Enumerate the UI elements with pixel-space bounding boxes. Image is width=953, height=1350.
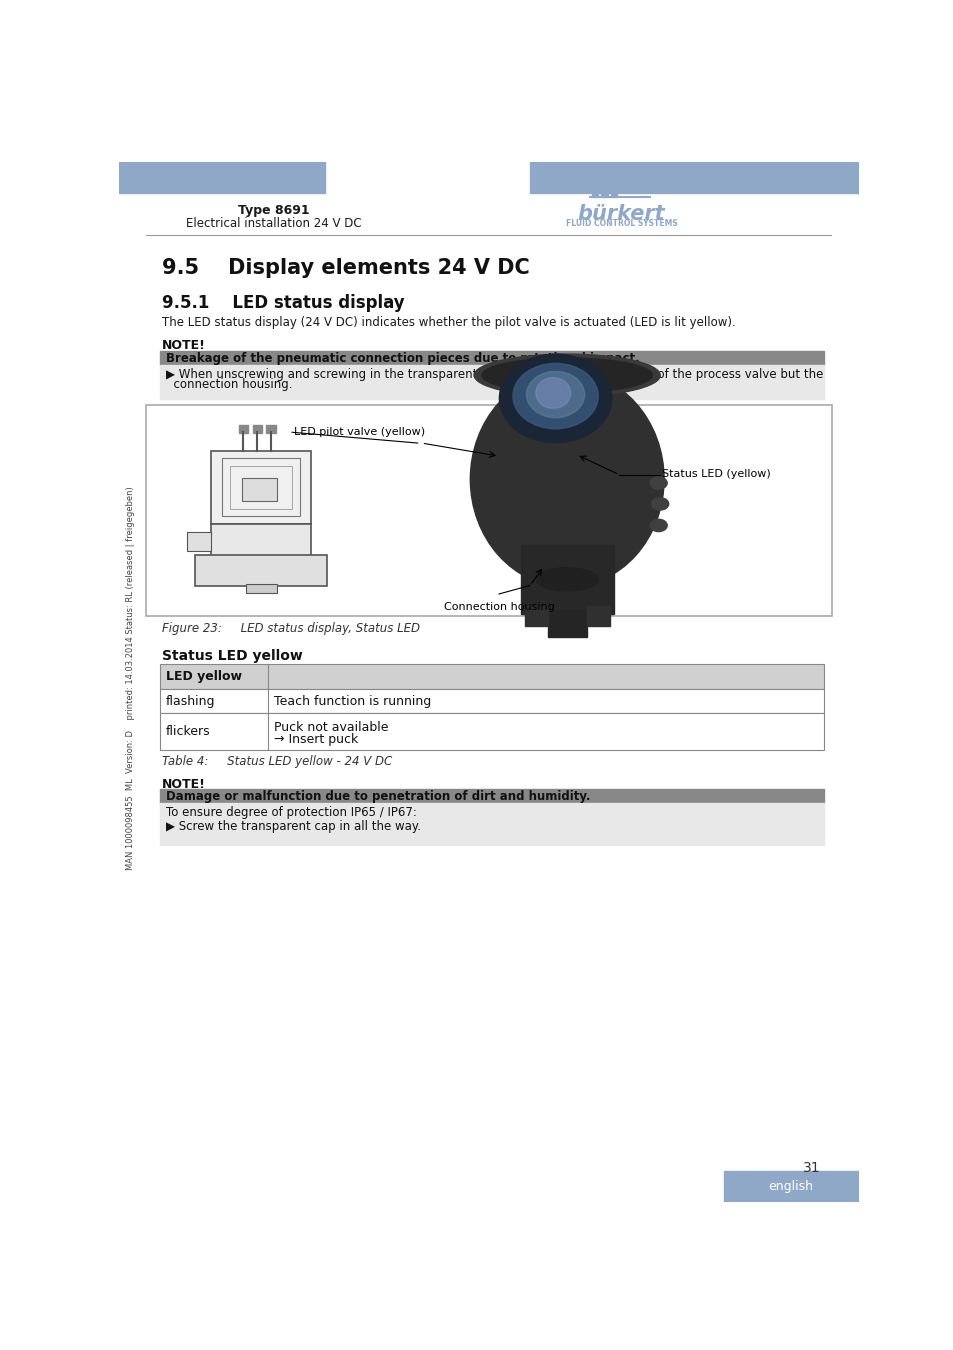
Bar	[119, 162, 324, 193]
Bar	[159, 351, 823, 364]
Text: ▶ When unscrewing and screwing in the transparent cap, do not hold the actuator : ▶ When unscrewing and screwing in the tr…	[166, 367, 822, 381]
Text: NOTE!: NOTE!	[162, 339, 206, 352]
Bar	[146, 405, 831, 617]
Text: Damage or malfunction due to penetration of dirt and humidity.: Damage or malfunction due to penetration…	[166, 790, 590, 803]
Ellipse shape	[470, 371, 663, 587]
Bar	[211, 524, 311, 559]
Ellipse shape	[536, 378, 570, 409]
Bar	[520, 544, 613, 614]
Ellipse shape	[513, 363, 598, 429]
Text: Table 4:     Status LED yellow - 24 V DC: Table 4: Status LED yellow - 24 V DC	[162, 755, 392, 768]
Bar	[159, 803, 823, 845]
Text: Figure 23:     LED status display, Status LED: Figure 23: LED status display, Status LE…	[162, 622, 419, 636]
Text: 9.5.1    LED status display: 9.5.1 LED status display	[162, 294, 404, 312]
Text: LED pilot valve (yellow): LED pilot valve (yellow)	[294, 427, 424, 436]
Text: bürkert: bürkert	[577, 204, 664, 224]
Text: Status LED yellow: Status LED yellow	[162, 648, 302, 663]
Bar	[159, 364, 823, 400]
Text: english: english	[768, 1180, 813, 1192]
Bar	[600, 193, 607, 197]
Bar	[195, 555, 327, 586]
Ellipse shape	[474, 354, 659, 397]
Text: → Insert puck: → Insert puck	[274, 733, 358, 747]
Bar	[211, 451, 311, 524]
Bar	[723, 1170, 858, 1202]
Text: MAN 1000098455  ML  Version: D    printed: 14.03.2014 Status: RL (released | fre: MAN 1000098455 ML Version: D printed: 14…	[126, 486, 134, 869]
Bar	[245, 585, 276, 593]
Bar	[547, 610, 586, 637]
Bar	[159, 688, 823, 713]
Bar	[159, 664, 823, 689]
Bar	[610, 193, 617, 197]
Bar	[159, 788, 823, 803]
Text: FLUID CONTROL SYSTEMS: FLUID CONTROL SYSTEMS	[565, 219, 677, 228]
Text: To ensure degree of protection IP65 / IP67:: To ensure degree of protection IP65 / IP…	[166, 806, 416, 819]
Bar	[530, 162, 858, 193]
Bar	[524, 606, 547, 625]
Bar	[222, 459, 299, 516]
Text: 9.5    Display elements 24 V DC: 9.5 Display elements 24 V DC	[162, 258, 529, 278]
Text: ▶ Screw the transparent cap in all the way.: ▶ Screw the transparent cap in all the w…	[166, 819, 420, 833]
Text: Connection housing: Connection housing	[443, 602, 554, 613]
Bar	[592, 193, 598, 197]
Ellipse shape	[649, 477, 666, 489]
Text: Type 8691: Type 8691	[238, 204, 310, 217]
Text: connection housing.: connection housing.	[166, 378, 292, 392]
Ellipse shape	[649, 520, 666, 532]
Bar	[241, 478, 276, 501]
Ellipse shape	[536, 568, 598, 591]
Text: flashing: flashing	[166, 694, 215, 707]
Text: Puck not available: Puck not available	[274, 721, 388, 734]
Text: Electrical installation 24 V DC: Electrical installation 24 V DC	[186, 217, 362, 231]
Text: LED yellow: LED yellow	[166, 670, 241, 683]
Bar	[187, 532, 211, 551]
Text: NOTE!: NOTE!	[162, 778, 206, 791]
Bar	[238, 425, 248, 433]
Ellipse shape	[498, 354, 611, 443]
Text: The LED status display (24 V DC) indicates whether the pilot valve is actuated (: The LED status display (24 V DC) indicat…	[162, 316, 735, 329]
Bar	[159, 713, 823, 751]
Bar	[230, 466, 292, 509]
Text: Teach function is running: Teach function is running	[274, 694, 431, 707]
Text: flickers: flickers	[166, 725, 211, 738]
Bar	[586, 606, 609, 625]
Ellipse shape	[526, 371, 584, 417]
Ellipse shape	[481, 358, 652, 393]
Bar	[266, 425, 275, 433]
Text: Breakage of the pneumatic connection pieces due to rotational impact.: Breakage of the pneumatic connection pie…	[166, 352, 639, 366]
Text: 31: 31	[802, 1161, 820, 1174]
Ellipse shape	[651, 498, 668, 510]
Text: Status LED (yellow): Status LED (yellow)	[661, 468, 770, 479]
Bar	[253, 425, 261, 433]
